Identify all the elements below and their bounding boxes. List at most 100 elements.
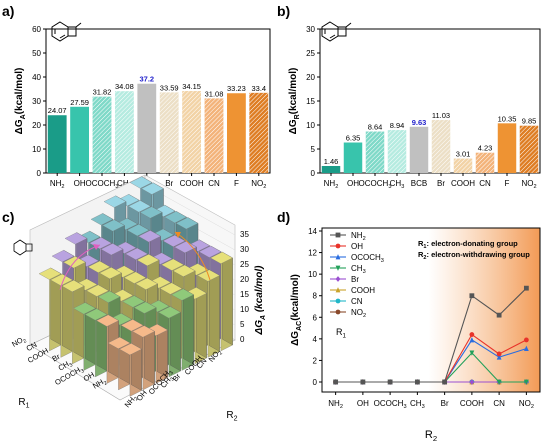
bar-value-label: 11.03 — [432, 111, 450, 120]
y-tick-label: 5 — [311, 145, 316, 154]
r1-axis-label: R1 — [18, 397, 29, 410]
series-point-ococh3 — [469, 337, 475, 343]
x-axis-label: R2 — [425, 429, 437, 443]
bar3d-top-face — [97, 290, 121, 303]
bar-oh — [70, 106, 90, 173]
bar-value-label: 31.08 — [205, 89, 224, 98]
legend-label: NH2 — [351, 231, 366, 242]
series-point-ococh3 — [496, 354, 502, 360]
bar3d-top-face — [119, 343, 142, 356]
bar3d-side-face — [222, 251, 233, 346]
x-tick-label: Br — [441, 399, 449, 408]
electron-withdrawing-shade — [428, 228, 540, 392]
y-tick-label: 30 — [32, 97, 41, 106]
bar-nh2 — [321, 165, 341, 173]
y-tick-label: 14 — [308, 227, 317, 236]
bar-value-label: 1.46 — [324, 157, 339, 166]
y-tick-label: 10 — [306, 121, 315, 130]
bar3d-side-face — [209, 269, 220, 352]
bar-value-label: 10.35 — [498, 114, 517, 123]
z-tick-label: 0 — [240, 335, 245, 344]
series-point-nh2 — [360, 379, 366, 385]
y-axis-label: ΔGA(kcal/mol) — [14, 68, 27, 135]
bar3d-top-face — [102, 219, 125, 232]
x-tick-label: F — [234, 179, 239, 188]
bar3d-top-face — [132, 325, 155, 338]
x-tick-label: OCOCH3 — [374, 399, 407, 410]
x-tick-label: NH2 — [324, 179, 339, 190]
series-point-ch3 — [523, 379, 529, 385]
cyclobutane — [26, 243, 33, 252]
bar-bcb — [409, 126, 429, 173]
bar3d-top-face — [172, 264, 196, 277]
bar-value-label: 8.64 — [368, 123, 383, 132]
bar-hatch — [475, 152, 495, 173]
bar3d-top-face — [84, 308, 108, 321]
x-tick-label: BCB — [411, 179, 427, 188]
y-tick-label: 8 — [313, 292, 318, 301]
y-tick-label: 40 — [32, 73, 41, 82]
x-tick-label: CN — [493, 399, 505, 408]
bar3d-side-face — [183, 288, 194, 365]
z-tick-label: 10 — [240, 305, 249, 314]
bar3d-top-face — [174, 241, 197, 254]
bar3d-top-face — [107, 336, 131, 349]
legend-label: Br — [351, 275, 359, 284]
bar-hatch — [159, 92, 179, 173]
bar3d-top-face — [210, 251, 233, 264]
legend-marker — [335, 287, 341, 293]
bar-hatch — [92, 96, 112, 173]
panel-d-letter: d) — [277, 209, 290, 225]
panel-a-letter: a) — [2, 3, 14, 19]
x-tick-label: COOH — [180, 179, 204, 188]
bar3d-top-face — [135, 277, 158, 290]
legend-marker — [335, 265, 341, 271]
x-tick-label: NH2 — [328, 399, 343, 410]
bar-hatch — [204, 98, 224, 173]
x-tick-label: NH2 — [50, 179, 65, 190]
molecule-icon-c — [13, 239, 33, 256]
series-point-nh2 — [469, 293, 475, 299]
y-tick-label: 10 — [308, 270, 317, 279]
z-tick-label: 15 — [240, 290, 249, 299]
bar3d-top-face — [139, 206, 163, 219]
y-tick-label: 60 — [32, 25, 41, 34]
x-tick-label: COOH — [451, 179, 475, 188]
series-point-nh2 — [523, 285, 529, 291]
y-tick-label: 0 — [311, 169, 316, 178]
x-tick-label: OH — [74, 179, 86, 188]
x-tick-label: NO2 — [521, 179, 536, 190]
x-tick-label: NO2 — [519, 399, 534, 410]
legend-label: COOH — [351, 286, 375, 295]
bar3d-top-face — [159, 282, 183, 295]
legend-label: OCOCH3 — [351, 253, 384, 264]
bar3d-top-face — [129, 176, 153, 189]
bar-value-label: 4.23 — [478, 144, 493, 153]
y-tick-label: 12 — [308, 249, 317, 258]
legend-label: NO2 — [351, 308, 366, 319]
r1-tick-label: Br — [51, 352, 62, 364]
bar3d-top-face — [164, 211, 187, 224]
y-tick-label: 20 — [32, 121, 41, 130]
bar3d-top-face — [171, 288, 194, 301]
bar3d-top-face — [136, 254, 160, 267]
bar3d-top-face — [96, 314, 119, 327]
x-tick-label: OCOCH3 — [359, 179, 392, 190]
z-tick-label: 30 — [240, 245, 249, 254]
bar-value-label: 24.07 — [48, 106, 67, 115]
bar3d-top-face — [161, 258, 184, 271]
bar3d-top-face — [50, 273, 73, 286]
legend-marker — [335, 243, 341, 249]
legend-label: OH — [351, 242, 363, 251]
bar-hatch — [387, 130, 407, 173]
series-point-nh2 — [333, 379, 339, 385]
legend-marker — [335, 309, 341, 315]
x-tick-label: Br — [165, 179, 173, 188]
bar3d-top-face — [175, 217, 199, 230]
bar-value-label: 3.01 — [456, 150, 471, 159]
bar3d-top-face — [103, 195, 127, 208]
bar3d-top-face — [125, 247, 148, 260]
